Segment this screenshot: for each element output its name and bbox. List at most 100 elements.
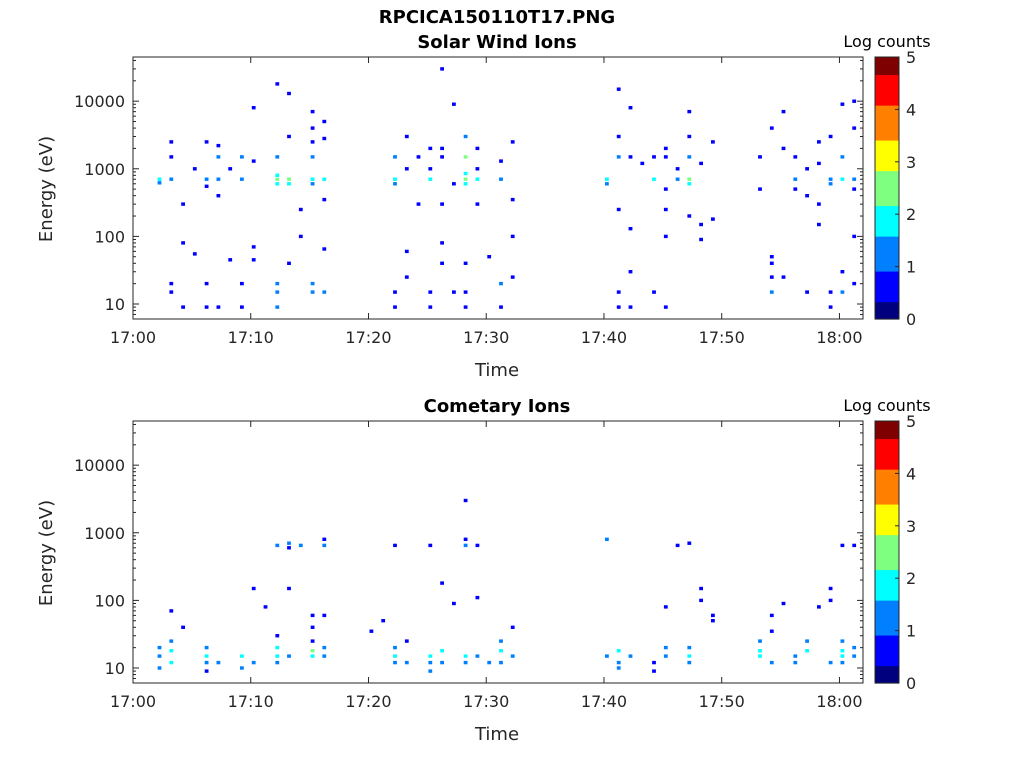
heatmap-cell — [393, 543, 397, 548]
heatmap-cell — [275, 155, 280, 159]
colorbar-segment — [875, 665, 899, 671]
heatmap-cell — [605, 182, 609, 186]
heatmap-cell — [251, 106, 256, 110]
heatmap-cell — [499, 660, 503, 665]
colorbar-segment — [875, 508, 899, 514]
heatmap-cell — [499, 305, 503, 309]
heatmap-cell — [758, 639, 762, 643]
colorbar-tick-label: 1 — [906, 258, 916, 277]
heatmap-cell — [687, 541, 692, 545]
colorbar-segment — [875, 674, 899, 680]
heatmap-cell — [475, 146, 480, 151]
heatmap-cell — [428, 654, 433, 658]
heatmap-cell — [298, 234, 303, 239]
heatmap-cell — [404, 639, 409, 643]
heatmap-cell — [322, 537, 327, 541]
heatmap-cell — [663, 645, 668, 650]
colorbar-segment — [875, 600, 899, 605]
heatmap-cell — [616, 87, 621, 91]
heatmap-cell — [687, 654, 692, 658]
heatmap-cell — [805, 639, 809, 643]
heatmap-cell — [510, 234, 515, 239]
heatmap-cell — [769, 629, 774, 633]
heatmap-cell — [169, 155, 174, 159]
heatmap-cell — [769, 261, 774, 265]
heatmap-cell — [393, 290, 397, 294]
heatmap-cell — [675, 543, 680, 548]
heatmap-cell — [463, 305, 468, 309]
heatmap-cell — [616, 649, 621, 653]
colorbar-segment — [875, 105, 899, 110]
heatmap-cell — [793, 187, 798, 191]
heatmap-cell — [663, 146, 668, 151]
heatmap-cell — [275, 634, 280, 638]
heatmap-cells-cometary — [157, 498, 857, 673]
colorbar-segment — [875, 174, 899, 180]
colorbar-segment — [875, 236, 899, 241]
heatmap-cell — [216, 155, 221, 159]
heatmap-cell — [687, 645, 692, 650]
colorbar-segment — [875, 643, 899, 649]
colorbar-segment — [875, 61, 899, 67]
heatmap-cell — [605, 177, 609, 181]
heatmap-cell — [240, 666, 244, 670]
heatmap-cell — [475, 167, 480, 171]
heatmap-cell — [181, 241, 185, 245]
heatmap-cell — [404, 167, 409, 171]
heatmap-cell — [828, 182, 833, 186]
heatmap-cell — [687, 134, 692, 139]
heatmap-cell — [840, 543, 845, 548]
x-tick-label: 17:40 — [581, 692, 627, 711]
heatmap-cell — [793, 660, 798, 665]
heatmap-cell — [852, 99, 857, 103]
heatmap-cell — [204, 645, 209, 650]
colorbar-segment — [875, 630, 899, 636]
colorbar-segment — [875, 582, 899, 588]
heatmap-cell — [440, 155, 444, 159]
heatmap-cell — [817, 605, 821, 609]
heatmap-cell — [605, 654, 609, 658]
heatmap-cell — [204, 669, 209, 673]
colorbar-segment — [875, 442, 899, 448]
heatmap-cell — [157, 666, 162, 670]
heatmap-cell — [381, 619, 386, 623]
heatmap-cell — [628, 106, 633, 110]
heatmap-cell — [440, 67, 444, 71]
heatmap-cell — [840, 177, 845, 181]
heatmap-cell — [228, 167, 233, 171]
heatmap-cell — [628, 227, 633, 231]
heatmap-cell — [463, 660, 468, 665]
colorbar-segment — [875, 499, 899, 505]
heatmap-cell — [616, 290, 621, 294]
colorbar-segment — [875, 530, 899, 536]
heatmap-cell — [452, 182, 456, 186]
heatmap-cell — [852, 654, 857, 658]
x-axis-solar-wind: 17:00 17:10 17:20 17:30 17:40 17:50 18:00 — [110, 57, 863, 347]
heatmap-cell — [452, 290, 456, 294]
heatmap-cell — [216, 143, 221, 148]
heatmap-cell — [157, 654, 162, 658]
heatmap-cell — [828, 177, 833, 181]
heatmap-cell — [428, 660, 433, 665]
x-axis-cometary: 17:00 17:10 17:20 17:30 17:40 17:50 18:00 — [110, 421, 863, 711]
heatmap-cell — [169, 177, 174, 181]
x-tick-label: 17:50 — [699, 328, 745, 347]
heatmap-cell — [428, 177, 433, 181]
heatmap-cell — [169, 660, 174, 665]
heatmap-cell — [805, 649, 809, 653]
heatmap-cell — [204, 654, 209, 658]
y-tick-label: 100 — [94, 591, 125, 610]
x-axis-label-solar-wind: Time — [474, 360, 519, 381]
heatmap-cell — [687, 214, 692, 218]
colorbar-segment — [875, 297, 899, 303]
heatmap-cell — [275, 305, 280, 309]
colorbar-segment — [875, 305, 899, 311]
colorbar-segment — [875, 560, 899, 566]
colorbar-segment — [875, 192, 899, 198]
colorbar-tick-label: 2 — [906, 205, 916, 224]
heatmap-cell — [663, 234, 668, 239]
colorbar-frame — [874, 56, 900, 320]
heatmap-cell — [310, 649, 315, 653]
colorbar-segment — [875, 284, 899, 290]
heatmap-cell — [758, 649, 762, 653]
